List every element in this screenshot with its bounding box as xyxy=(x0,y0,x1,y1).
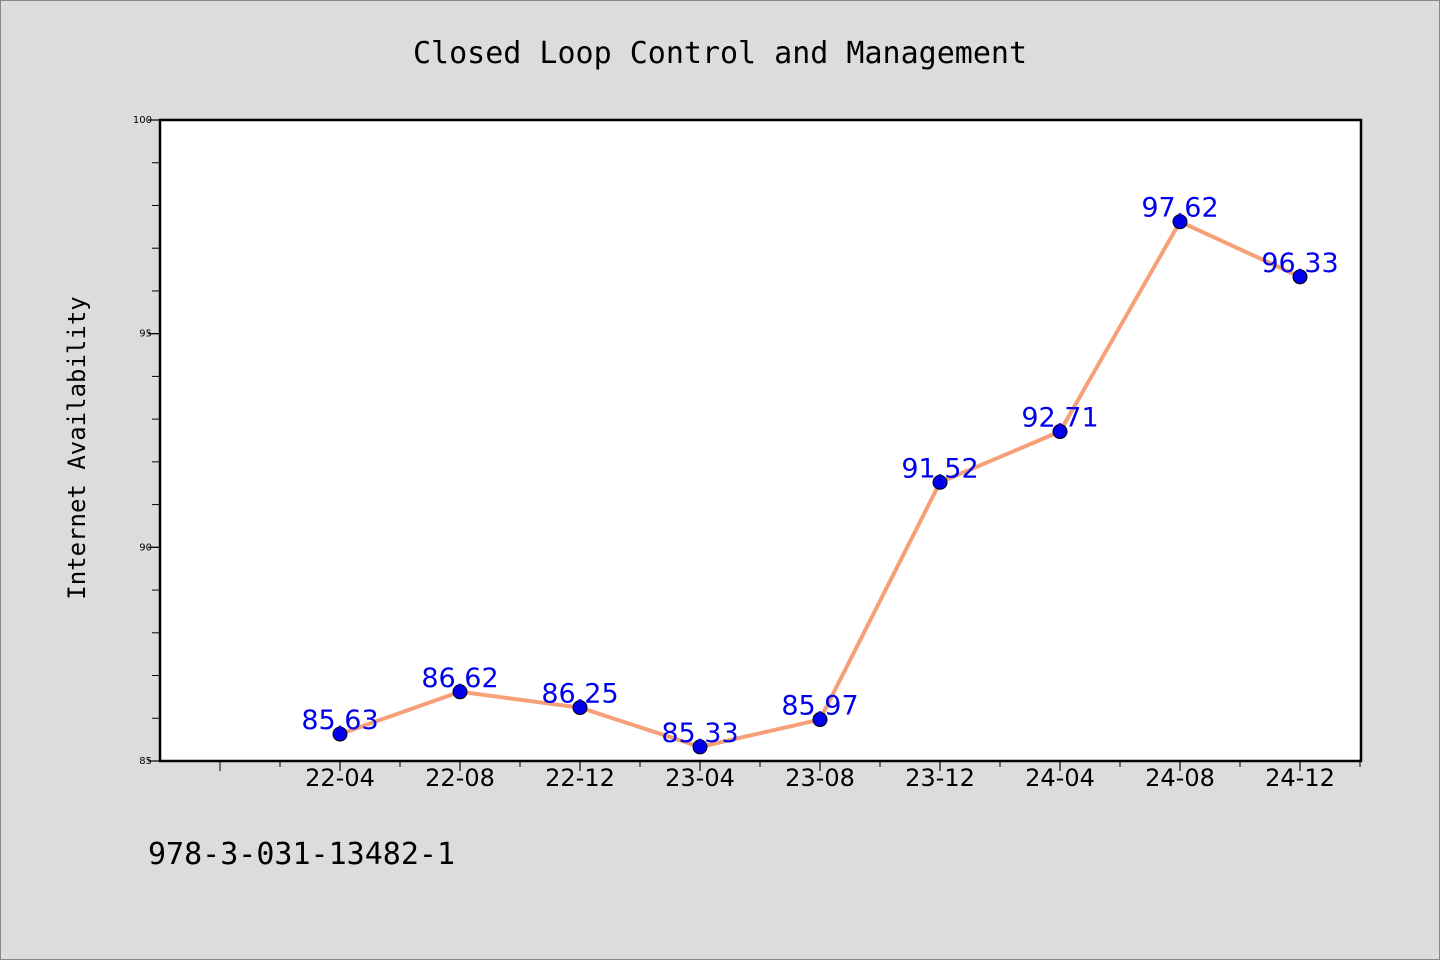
x-tick-label: 22-04 xyxy=(305,764,375,792)
y-tick-label: 90 xyxy=(139,542,152,553)
chart-title: Closed Loop Control and Management xyxy=(413,36,1027,71)
data-labels: 85.63 86.62 86.25 85.33 85.97 91.52 92.71 97.62… xyxy=(301,193,1338,749)
x-tick-label: 23-08 xyxy=(785,764,855,792)
data-point xyxy=(452,684,468,700)
x-tick-label: 24-08 xyxy=(1145,764,1215,792)
x-tick-label: 22-12 xyxy=(545,764,615,792)
x-tick-label: 22-08 xyxy=(425,764,495,792)
data-label: 85.97 xyxy=(781,691,858,722)
y-tick-label: 95 xyxy=(139,329,152,340)
y-tick-label: 100 xyxy=(133,115,152,126)
y-tick-label: 85 xyxy=(139,756,152,767)
x-axis: 22-04 22-08 22-12 23-04 23-08 23-12 24-04 24-08… xyxy=(219,761,1361,792)
x-tick-label: 24-12 xyxy=(1265,764,1335,792)
series-layer xyxy=(332,214,1308,755)
x-tick-label: 24-04 xyxy=(1025,764,1095,792)
data-point xyxy=(692,739,708,755)
y-axis-label: Internet Availability xyxy=(63,296,91,599)
data-label: 92.71 xyxy=(1021,403,1098,434)
y-axis: 85 90 95 100 xyxy=(133,115,160,767)
data-label: 85.33 xyxy=(661,718,738,749)
data-label: 96.33 xyxy=(1261,248,1338,279)
data-point xyxy=(1292,269,1308,285)
data-point xyxy=(1172,214,1188,230)
plot-area xyxy=(158,118,1363,763)
footnote: 978-3-031-13482-1 xyxy=(148,837,455,872)
data-label: 86.25 xyxy=(541,679,618,710)
data-point xyxy=(812,712,828,728)
x-tick-label: 23-04 xyxy=(665,764,735,792)
data-point xyxy=(932,474,948,490)
data-point xyxy=(572,700,588,716)
data-point xyxy=(1052,424,1068,440)
data-point xyxy=(332,726,348,742)
data-label: 85.63 xyxy=(301,705,378,736)
data-label: 86.62 xyxy=(421,663,498,694)
data-label: 97.62 xyxy=(1141,193,1218,224)
x-tick-label: 23-12 xyxy=(905,764,975,792)
data-label: 91.52 xyxy=(901,453,978,484)
